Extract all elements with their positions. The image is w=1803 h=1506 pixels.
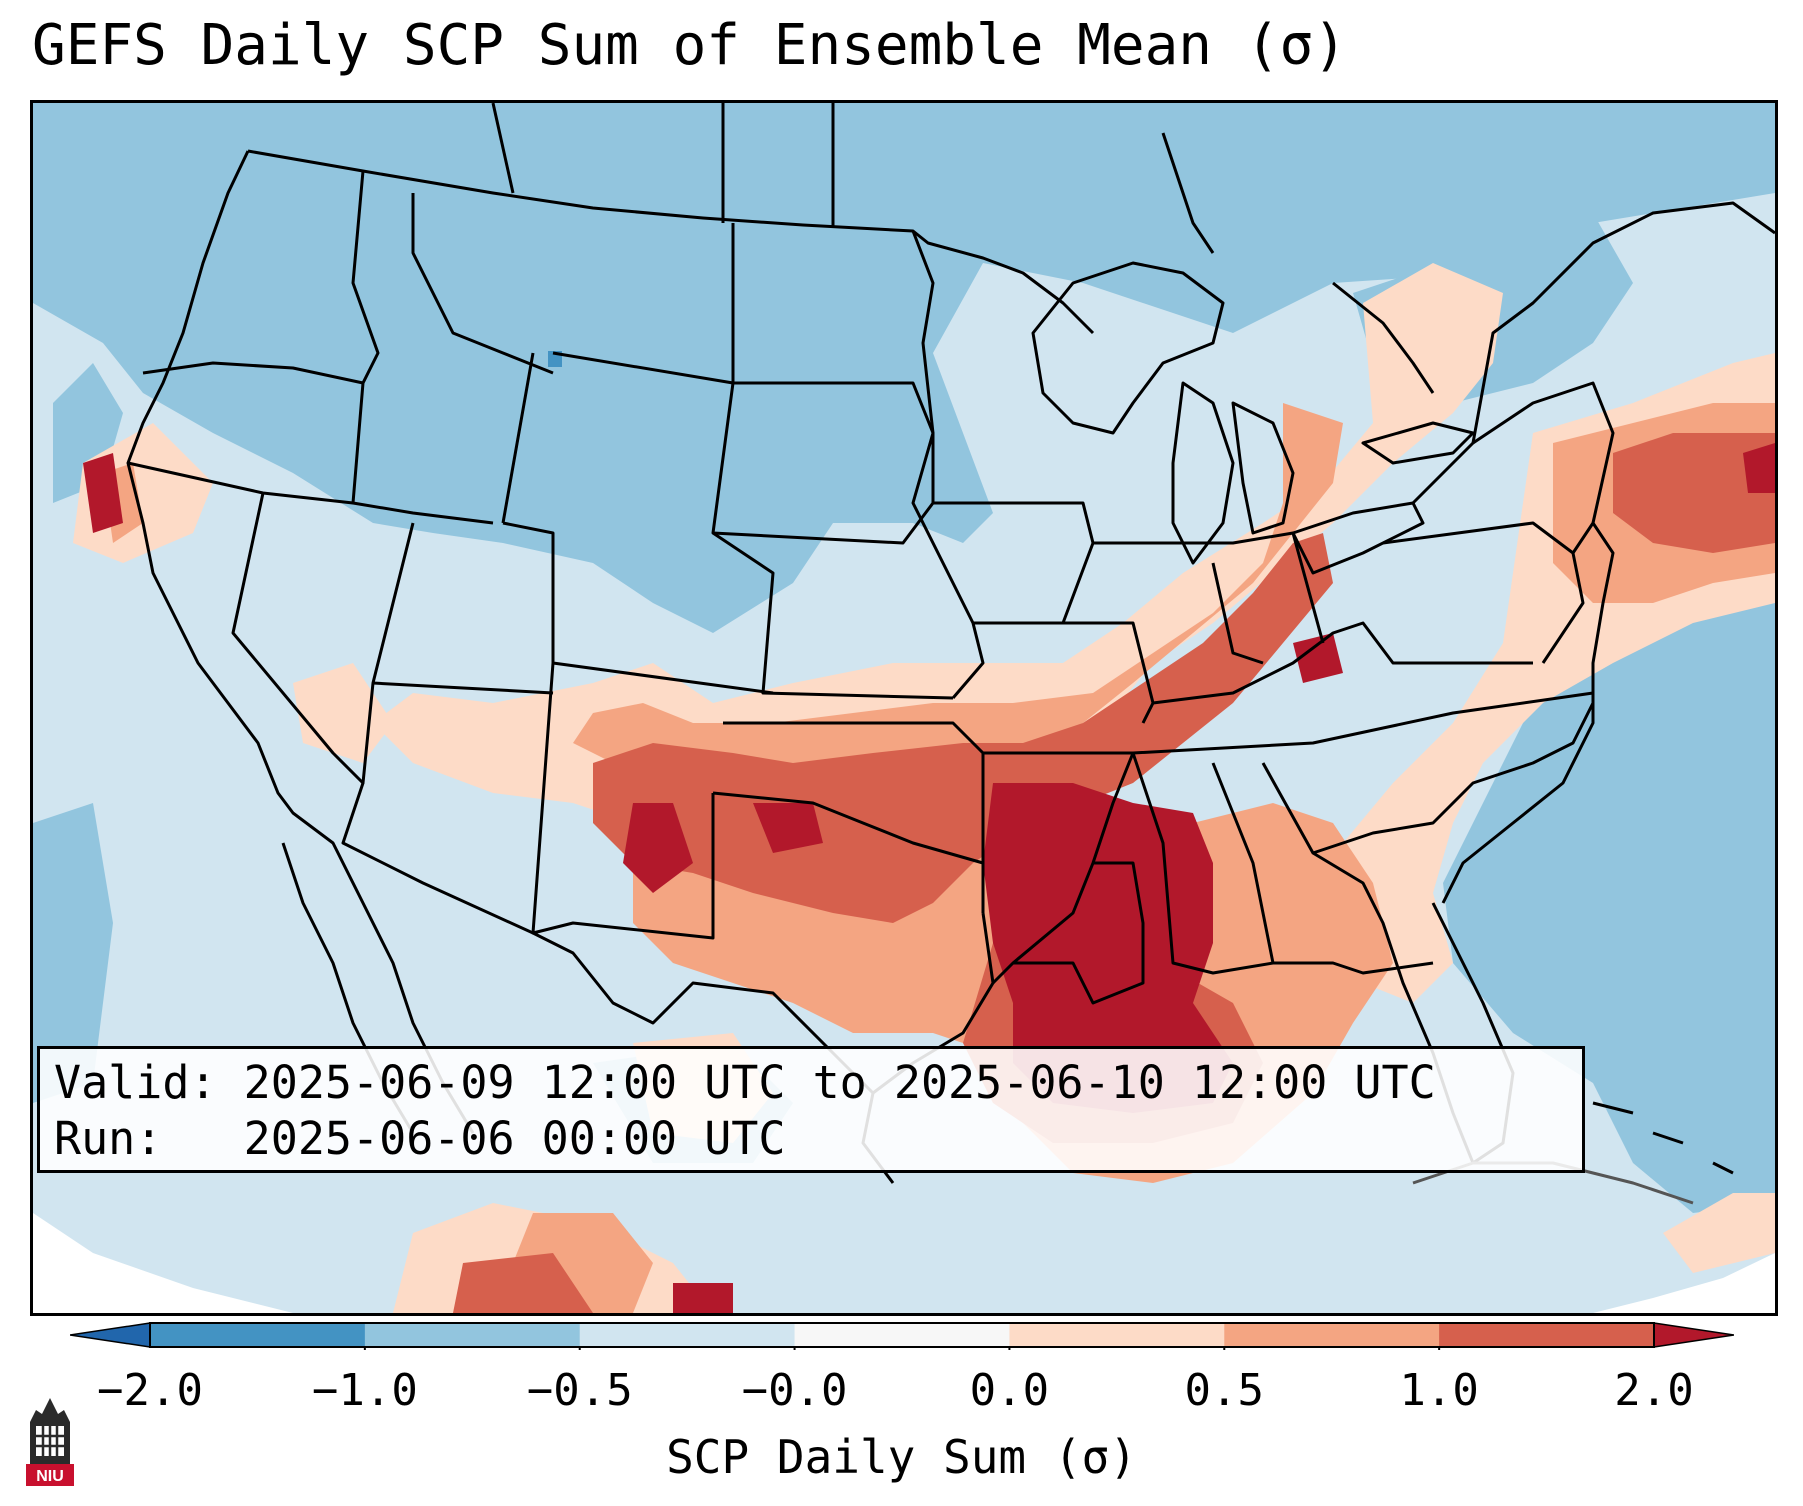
colorbar-bins [150, 1323, 1655, 1350]
colorbar-tick-label: 0.5 [1184, 1365, 1265, 1416]
colorbar-bin [150, 1323, 366, 1347]
colorbar-tick-label: −1.0 [311, 1365, 418, 1416]
valid-run-info-box: Valid: 2025-06-09 12:00 UTC to 2025-06-1… [37, 1046, 1585, 1173]
colorbar-bin [364, 1323, 581, 1347]
off-grid-area [33, 1213, 293, 1313]
colorbar [70, 1322, 1734, 1350]
run-time-text: Run: 2025-06-06 00:00 UTC [54, 1112, 786, 1165]
chart-title: GEFS Daily SCP Sum of Ensemble Mean (σ) [32, 13, 1347, 78]
colorbar-over-extension [1653, 1322, 1734, 1348]
colorbar-under-extension [70, 1322, 151, 1348]
colorbar-bin [579, 1323, 796, 1347]
colorbar-tick-label: 1.0 [1399, 1365, 1479, 1416]
colorbar-bin [1439, 1323, 1655, 1347]
university-tower-icon: NIU [26, 1398, 74, 1486]
colorbar-tick-label: −0.5 [526, 1365, 633, 1416]
colorbar-tick-label: −2.0 [97, 1365, 203, 1416]
colorbar-tick-label: −0.0 [741, 1365, 848, 1416]
colorbar-bin [1009, 1323, 1225, 1347]
logo-text: NIU [36, 1468, 64, 1485]
colorbar-outline [149, 1322, 1655, 1348]
colorbar-bin [1224, 1323, 1440, 1347]
colorbar-tick-label: 2.0 [1614, 1365, 1694, 1416]
valid-time-text: Valid: 2025-06-09 12:00 UTC to 2025-06-1… [54, 1056, 1436, 1109]
colorbar-tick-label: 0.0 [969, 1365, 1050, 1416]
positive-anomaly-very-strong [83, 443, 1775, 1313]
colorbar-label: SCP Daily Sum (σ) [666, 1430, 1137, 1484]
colorbar-bin [794, 1323, 1010, 1347]
